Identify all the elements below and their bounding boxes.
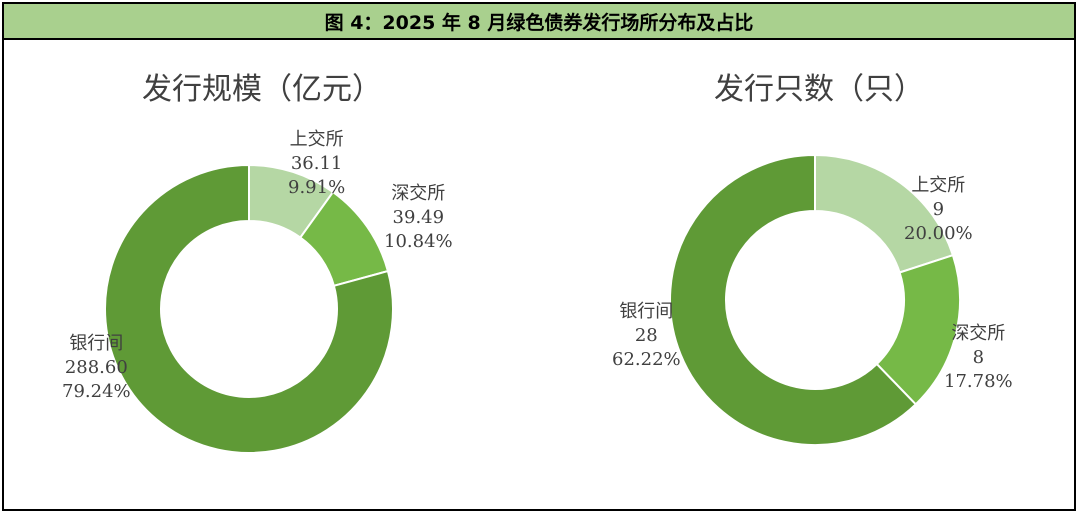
label-value: 36.11	[290, 153, 343, 174]
data-label-interbank-amount: 银行间 288.60 79.24%	[62, 332, 131, 404]
label-value: 8	[972, 347, 985, 368]
label-value: 288.60	[64, 357, 128, 378]
data-label-sse-amount: 上交所 36.11 9.91%	[288, 128, 345, 200]
label-name: 深交所	[951, 323, 1006, 344]
donut-slice-interbank-count	[669, 153, 918, 446]
figure-header: 图 4：2025 年 8 月绿色债券发行场所分布及占比	[4, 4, 1074, 40]
label-name: 上交所	[289, 129, 344, 150]
label-name: 上交所	[911, 175, 966, 196]
data-label-szse-count: 深交所 8 17.78%	[944, 322, 1013, 394]
label-percent: 20.00%	[904, 223, 973, 244]
label-name: 银行间	[69, 333, 124, 354]
label-name: 银行间	[619, 301, 674, 322]
label-percent: 79.24%	[62, 381, 131, 402]
label-percent: 62.22%	[612, 349, 681, 370]
data-label-szse-amount: 深交所 39.49 10.84%	[384, 182, 453, 254]
chart-title-count: 发行只数（只）	[714, 72, 924, 107]
donut-slice-interbank-amount	[104, 163, 394, 454]
label-value: 28	[634, 325, 658, 346]
data-label-sse-count: 上交所 9 20.00%	[904, 174, 973, 246]
data-label-interbank-count: 银行间 28 62.22%	[612, 300, 681, 372]
label-percent: 9.91%	[288, 177, 346, 198]
label-name: 深交所	[391, 183, 446, 204]
label-percent: 17.78%	[944, 371, 1013, 392]
chart-title-amount: 发行规模（亿元）	[142, 72, 382, 107]
label-value: 39.49	[392, 207, 445, 228]
label-percent: 10.84%	[384, 231, 453, 252]
label-value: 9	[932, 199, 945, 220]
